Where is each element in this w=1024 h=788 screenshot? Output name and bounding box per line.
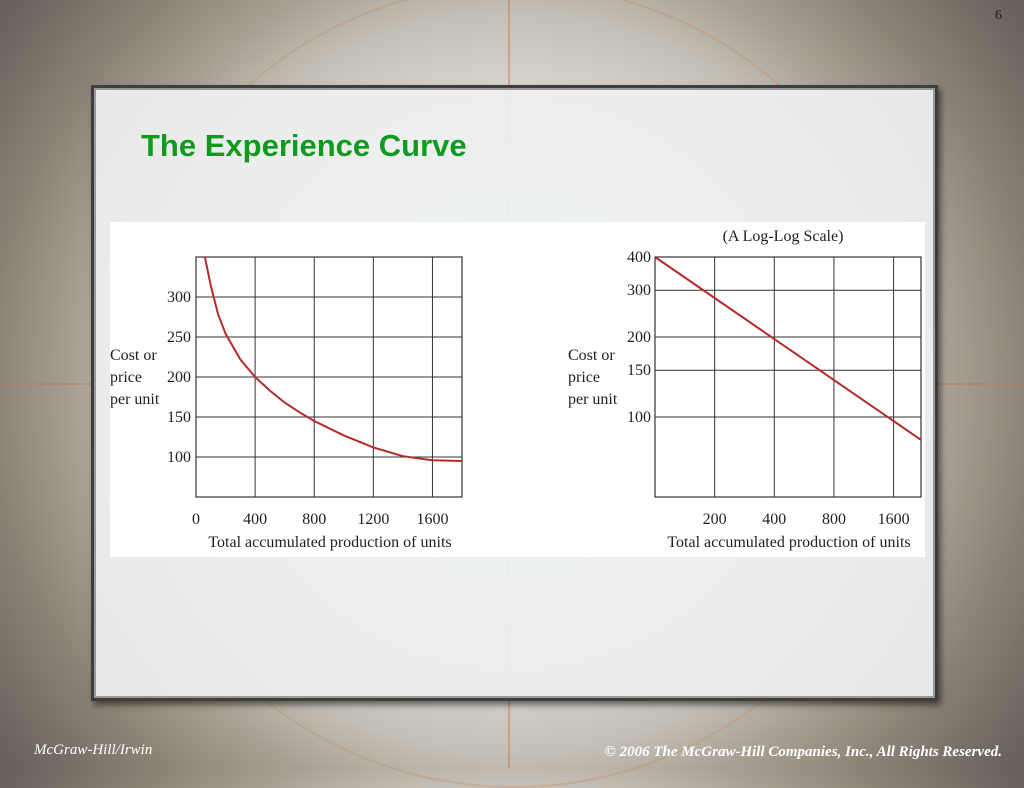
loglog-chart-x-tick-label: 1600 (878, 511, 910, 528)
linear-chart-x-tick-label: 1200 (357, 511, 389, 528)
loglog-chart-ylabel-line-1: Cost or (568, 347, 615, 364)
experience-curve-figure: 100 150 200 250 300 0 400 800 1200 1600 Cost or … (110, 222, 925, 557)
linear-chart-ylabel-line-3: per unit (110, 391, 160, 408)
loglog-chart-xlabel: Total accumulated production of units (667, 534, 910, 551)
linear-chart-grid (195, 256, 463, 498)
linear-chart-y-tick-label: 100 (167, 449, 191, 466)
page-number: 6 (995, 8, 1002, 23)
loglog-chart-ylabel-line-2: price (568, 369, 600, 386)
loglog-chart-y-tick-label: 150 (627, 362, 651, 379)
loglog-chart-y-tick-label: 400 (627, 249, 651, 266)
linear-chart-x-tick-label: 1600 (416, 511, 448, 528)
footer-copyright: © 2006 The McGraw-Hill Companies, Inc., … (604, 744, 1002, 760)
loglog-chart-ylabel-line-3: per unit (568, 391, 618, 408)
linear-chart-x-ticks: 0 400 800 1200 1600 (192, 511, 448, 528)
linear-chart-x-tick-label: 400 (243, 511, 267, 528)
loglog-chart-y-tick-label: 100 (627, 409, 651, 426)
loglog-chart: (A Log-Log Scale) 100 150 200 300 400 200 400… (568, 228, 922, 551)
linear-chart-xlabel: Total accumulated production of units (208, 534, 451, 551)
loglog-chart-cost-line (654, 256, 922, 441)
linear-chart-ylabel-line-1: Cost or (110, 347, 157, 364)
footer-publisher: McGraw-Hill/Irwin (34, 742, 153, 758)
slide-title: The Experience Curve (141, 128, 467, 163)
linear-chart-x-tick-label: 800 (302, 511, 326, 528)
linear-chart-y-tick-label: 200 (167, 369, 191, 386)
loglog-chart-y-ticks: 100 150 200 300 400 (627, 249, 651, 426)
loglog-chart-title: (A Log-Log Scale) (723, 228, 844, 245)
linear-chart-cost-curve (203, 256, 463, 462)
loglog-chart-x-tick-label: 800 (822, 511, 846, 528)
loglog-chart-x-tick-label: 200 (703, 511, 727, 528)
linear-chart-x-tick-label: 0 (192, 511, 200, 528)
loglog-chart-y-tick-label: 300 (627, 282, 651, 299)
linear-chart-ylabel-line-2: price (110, 369, 142, 386)
linear-chart-y-tick-label: 150 (167, 409, 191, 426)
loglog-chart-frame (654, 256, 922, 498)
loglog-chart-x-tick-label: 400 (762, 511, 786, 528)
linear-chart-y-ticks: 100 150 200 250 300 (167, 289, 191, 466)
linear-chart-y-tick-label: 250 (167, 329, 191, 346)
loglog-chart-grid (654, 256, 922, 498)
linear-chart-y-tick-label: 300 (167, 289, 191, 306)
loglog-chart-x-ticks: 200 400 800 1600 (703, 511, 910, 528)
loglog-chart-y-tick-label: 200 (627, 329, 651, 346)
slide-panel: The Experience Curve 100 150 200 250 300 0 40… (91, 85, 938, 701)
